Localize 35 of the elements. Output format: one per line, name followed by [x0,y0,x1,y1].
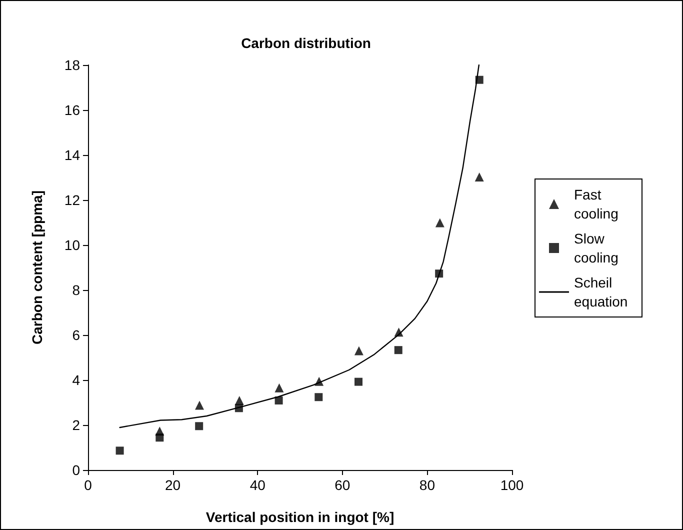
point [394,346,402,354]
point [116,446,124,455]
point [156,434,164,442]
legend-label: Fast cooling [574,186,618,222]
x-axis-title: Vertical position in ingot [%] [206,509,394,525]
y-tick-label: 10 [64,237,80,253]
y-tick-label: 4 [72,372,80,388]
y-tick-label: 12 [64,192,80,208]
y-tick-label: 16 [64,102,80,118]
chart-title: Carbon distribution [241,35,371,51]
x-tick-label: 0 [84,477,92,493]
y-tick-label: 8 [72,282,80,298]
legend-label: Scheil equation [574,274,628,310]
point [274,383,284,392]
point [474,172,484,182]
y-axis-title: Carbon content [ppma] [29,190,45,344]
x-tick-label: 20 [165,477,181,493]
point [314,393,323,402]
x-tick-label: 80 [419,477,436,493]
point [354,378,363,386]
y-tick-label: 6 [72,327,80,343]
legend-label: Slow cooling [574,230,618,266]
x-tick-label: 60 [334,477,350,493]
x-tick-label: 40 [250,477,266,493]
point [195,400,204,410]
point [195,422,204,430]
y-tick-label: 18 [64,57,80,73]
line-series [119,64,480,428]
x-tick-label: 100 [500,477,524,493]
y-tick-label: 0 [72,462,80,478]
point [435,218,444,228]
point [274,396,283,404]
point [354,346,364,356]
y-tick-label: 14 [64,147,80,163]
y-tick-label: 2 [72,417,80,433]
